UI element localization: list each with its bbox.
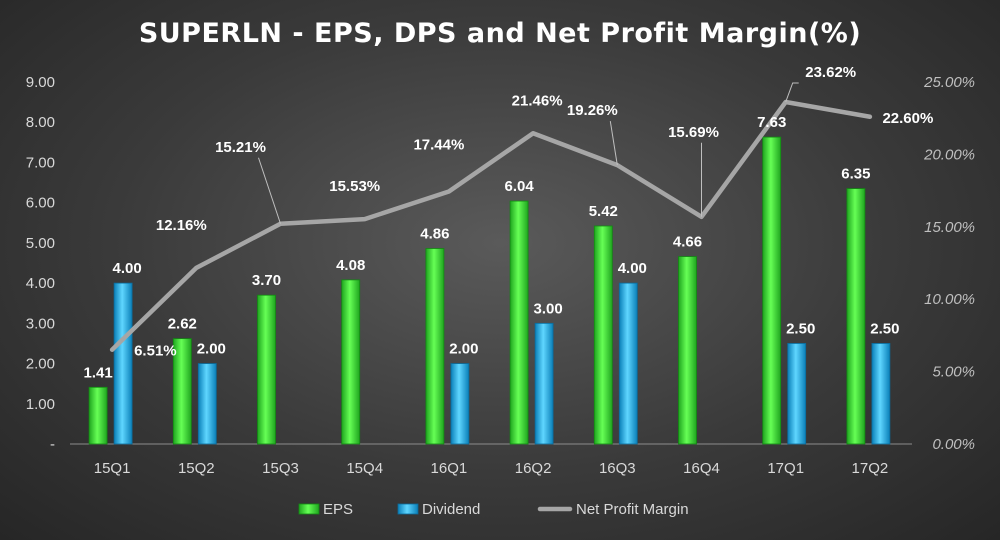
eps-data-label: 7.63	[757, 114, 786, 131]
y-right-tick-label: 10.00%	[924, 291, 975, 308]
y-left-tick-label: 7.00	[26, 154, 55, 171]
eps-bar	[678, 256, 697, 445]
eps-data-label: 6.35	[841, 166, 870, 183]
eps-data-label: 4.08	[336, 257, 365, 274]
eps-data-label: 5.42	[589, 203, 618, 220]
dividend-data-label: 2.00	[449, 341, 478, 358]
y-left-tick-label: 2.00	[26, 356, 55, 373]
eps-bar	[846, 188, 866, 445]
eps-bar	[172, 338, 192, 445]
eps-bar	[509, 200, 529, 445]
x-tick-label: 17Q2	[852, 460, 889, 477]
dividend-data-label: 3.00	[533, 300, 562, 317]
legend-eps-swatch	[298, 503, 320, 515]
y-right-tick-label: 15.00%	[924, 219, 975, 236]
y-left-tick-label: 3.00	[26, 315, 55, 332]
eps-data-label: 4.86	[420, 226, 449, 243]
x-tick-label: 15Q3	[262, 460, 299, 477]
chart-title: SUPERLN - EPS, DPS and Net Profit Margin…	[138, 18, 862, 49]
x-tick-label: 16Q2	[515, 460, 552, 477]
x-tick-label: 16Q3	[599, 460, 636, 477]
y-left-tick-label: -	[50, 436, 55, 453]
eps-bar	[341, 279, 361, 445]
npm-data-label: 6.51%	[134, 343, 177, 360]
eps-data-label: 1.41	[83, 364, 112, 381]
y-left-tick-label: 4.00	[26, 275, 55, 292]
y-left-tick-label: 8.00	[26, 114, 55, 131]
legend-label: Dividend	[422, 501, 480, 518]
dividend-bar	[618, 282, 638, 445]
eps-data-label: 4.66	[673, 234, 702, 251]
dividend-bar	[113, 282, 133, 445]
eps-bar	[425, 248, 445, 445]
npm-data-label: 12.16%	[156, 217, 207, 234]
eps-bar	[593, 225, 613, 445]
x-tick-label: 16Q4	[683, 460, 720, 477]
npm-leader-line	[258, 157, 281, 224]
npm-data-label: 23.62%	[805, 64, 856, 81]
npm-data-label: 15.53%	[329, 178, 380, 195]
net-profit-margin-line	[109, 99, 873, 352]
dividend-data-label: 2.50	[786, 320, 815, 337]
legend-label: Net Profit Margin	[576, 501, 689, 518]
dividend-bar	[450, 363, 470, 445]
npm-data-label: 15.21%	[215, 139, 266, 156]
y-left-tick-label: 5.00	[26, 235, 55, 252]
npm-data-label: 15.69%	[668, 124, 719, 141]
x-tick-label: 15Q1	[94, 460, 131, 477]
y-right-tick-label: 5.00%	[932, 364, 975, 381]
y-right-tick-label: 25.00%	[923, 74, 975, 91]
x-tick-label: 15Q2	[178, 460, 215, 477]
y-left-tick-label: 1.00	[26, 396, 55, 413]
npm-leader-line	[609, 121, 618, 166]
dividend-bar	[197, 363, 217, 445]
npm-data-label: 22.60%	[882, 110, 933, 127]
dividend-data-label: 2.00	[197, 341, 226, 358]
dividend-bar	[787, 343, 807, 445]
eps-bar	[257, 294, 276, 445]
npm-data-label: 19.26%	[567, 102, 618, 119]
npm-leader-line	[785, 82, 799, 103]
x-tick-label: 16Q1	[431, 460, 468, 477]
eps-data-label: 3.70	[252, 272, 281, 289]
dividend-data-label: 2.50	[870, 320, 899, 337]
dividend-bar	[534, 322, 554, 445]
eps-bar	[762, 136, 782, 445]
eps-data-label: 6.04	[504, 178, 534, 195]
y-left-tick-label: 6.00	[26, 195, 55, 212]
legend-dividend-swatch	[397, 503, 419, 515]
y-right-tick-label: 0.00%	[932, 436, 975, 453]
y-right-tick-label: 20.00%	[923, 146, 975, 163]
eps-data-label: 2.62	[168, 316, 197, 333]
eps-bar	[88, 386, 108, 445]
x-tick-label: 15Q4	[346, 460, 383, 477]
npm-data-label: 21.46%	[512, 92, 563, 109]
npm-data-label: 17.44%	[413, 136, 464, 153]
x-tick-label: 17Q1	[767, 460, 804, 477]
y-left-tick-label: 9.00	[26, 74, 55, 91]
legend-label: EPS	[323, 501, 353, 518]
dividend-data-label: 4.00	[112, 260, 141, 277]
dividend-bar	[871, 343, 891, 445]
dividend-data-label: 4.00	[618, 260, 647, 277]
